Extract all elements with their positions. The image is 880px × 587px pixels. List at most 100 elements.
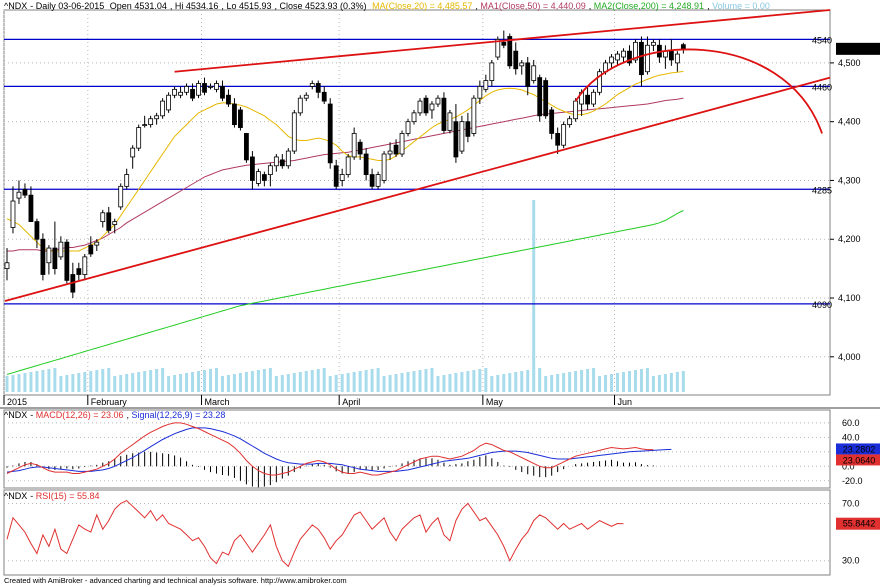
candle-body <box>148 118 154 126</box>
candle-body <box>160 100 166 117</box>
candle-body <box>16 191 22 199</box>
signal-last-label: 23.2802 <box>843 444 876 454</box>
volume-bar <box>143 371 147 392</box>
volume-bar <box>5 376 9 392</box>
volume-bar <box>220 376 224 392</box>
volume-bar <box>167 376 171 392</box>
ticker-label: ^NDX <box>4 1 28 11</box>
volume-bar <box>340 374 344 392</box>
candle-body <box>645 44 650 73</box>
candle-body <box>184 86 189 93</box>
candle-body <box>249 156 255 181</box>
volume-bar <box>256 370 260 392</box>
volume-bar <box>173 375 177 392</box>
candle-body <box>244 133 249 161</box>
volume-bar <box>586 369 590 392</box>
candle-body <box>4 262 10 270</box>
candle-body <box>651 41 656 46</box>
macd-tick-label: 0.0 <box>842 461 855 471</box>
volume-bar <box>352 372 356 392</box>
candle-body <box>573 100 579 120</box>
price-tick-label: 4,100 <box>838 293 861 303</box>
candle-body <box>291 112 297 152</box>
volume-bar <box>280 375 284 392</box>
volume-bar <box>436 376 440 392</box>
candle-body <box>525 62 531 87</box>
ma20-line <box>6 70 684 252</box>
candle-body <box>615 53 620 61</box>
candle-body <box>232 103 237 126</box>
volume-bar <box>454 373 458 392</box>
volume-bar <box>424 369 428 392</box>
candle-body <box>483 80 489 90</box>
candle-body <box>220 86 225 99</box>
volume-bar <box>382 376 386 392</box>
support-trendline <box>4 76 831 302</box>
candle-body <box>214 83 219 90</box>
volume-bar <box>645 368 649 392</box>
ma200-line <box>6 210 684 375</box>
candle-body <box>285 150 291 167</box>
volume-bar <box>29 372 33 392</box>
price-tick-label: 4,300 <box>838 175 861 185</box>
volume-bar <box>35 371 39 392</box>
price-tick-label: 4,000 <box>838 352 861 362</box>
candle-body <box>537 77 543 117</box>
volume-bar <box>663 374 667 392</box>
volume-bar <box>274 376 278 392</box>
volume-bar <box>478 369 482 392</box>
candle-body <box>543 80 549 117</box>
signal-last-box <box>836 443 880 455</box>
candle-body <box>118 185 124 208</box>
candle-body <box>315 83 321 93</box>
candle-body <box>100 212 106 223</box>
candle-body <box>495 38 501 58</box>
volume-bar <box>412 371 416 392</box>
volume-bar <box>610 374 614 392</box>
volume-bar <box>604 375 608 392</box>
volume-bar <box>149 370 153 392</box>
volume-bar <box>47 369 51 392</box>
ma50-label: MA1(Close,50) = 4,440.09 <box>480 1 586 11</box>
volume-bar <box>334 375 338 392</box>
volume-bar <box>137 372 141 392</box>
volume-bar <box>11 375 15 392</box>
candle-body <box>82 256 88 275</box>
volume-bar <box>226 375 230 392</box>
volume-bar <box>556 374 560 392</box>
volume-bar <box>633 370 637 392</box>
candle-body <box>58 241 64 258</box>
candle-body <box>405 121 411 134</box>
candle-body <box>333 165 339 187</box>
level-label: 4285 <box>812 185 832 195</box>
volume-bar <box>292 373 296 392</box>
candle-body <box>393 144 399 155</box>
volume-bar <box>119 375 123 392</box>
ma50-line <box>7 97 684 252</box>
volume-bar <box>394 374 398 392</box>
rsi-header: ^NDX - RSI(15) = 55.84 <box>4 491 100 501</box>
candle-body <box>64 241 70 281</box>
candle-body <box>435 97 441 105</box>
candle-body <box>507 36 513 67</box>
price-tick-label: 4,400 <box>838 117 861 127</box>
candle-body <box>267 165 273 175</box>
volume-bar <box>466 371 470 392</box>
volume-bar <box>101 369 105 392</box>
volume-bar <box>232 374 236 392</box>
candle-body <box>40 238 46 275</box>
volume-bar <box>616 373 620 392</box>
candle-body <box>639 41 644 76</box>
high-label: Hi 4534.16 <box>174 1 219 11</box>
candle-body <box>28 194 34 223</box>
price-header: ^NDX - Daily 03-06-2015 Open 4531.04, Hi … <box>4 1 770 11</box>
volume-bar <box>544 376 548 392</box>
volume-bar <box>304 371 308 392</box>
candle-body <box>381 153 387 181</box>
candle-body <box>555 133 561 146</box>
rounding-top-arc <box>574 48 823 134</box>
candle-body <box>196 83 201 96</box>
candle-body <box>339 174 345 181</box>
